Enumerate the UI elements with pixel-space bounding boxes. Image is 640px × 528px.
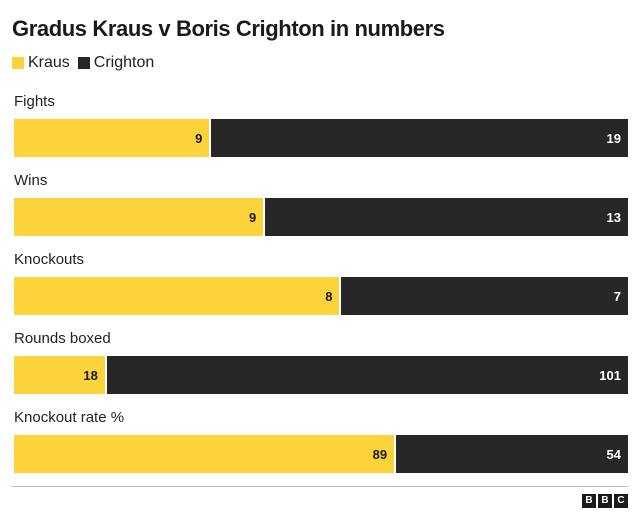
stacked-bar: 18 101: [14, 356, 628, 394]
value-label-crighton: 54: [606, 446, 621, 462]
bar-row: Fights 9 19: [14, 92, 628, 157]
bar-segment-crighton: 101: [106, 356, 628, 394]
bar-segment-kraus: 9: [14, 198, 266, 236]
bbc-logo-box: B: [598, 494, 612, 508]
value-label-kraus: 9: [248, 209, 257, 225]
value-label-kraus: 8: [325, 288, 333, 304]
value-label-crighton: 101: [599, 367, 621, 383]
bar-segment-crighton: 54: [396, 435, 628, 473]
bar-row: Wins 9 13: [14, 171, 628, 236]
bar-segment-crighton: 19: [211, 119, 628, 157]
chart-title: Gradus Kraus v Boris Crighton in numbers: [12, 16, 445, 41]
value-label-kraus: 18: [83, 367, 98, 383]
category-label: Rounds boxed: [14, 330, 111, 347]
bar-segment-kraus: 9: [14, 119, 212, 157]
legend-swatch-kraus: [12, 57, 24, 69]
bbc-logo-box: C: [614, 494, 628, 508]
bar-row: Knockout rate % 89 54: [14, 408, 628, 473]
bar-segment-crighton: 13: [265, 198, 628, 236]
stacked-bar: 9 13: [14, 198, 628, 236]
value-label-crighton: 19: [606, 130, 621, 146]
stacked-bar: 9 19: [14, 119, 628, 157]
stacked-bar: 89 54: [14, 435, 628, 473]
legend-label-kraus: Kraus: [28, 54, 70, 71]
bar-row: Knockouts 8 7: [14, 250, 628, 315]
bbc-logo: B B C: [580, 494, 628, 508]
bar-row: Rounds boxed 18 101: [14, 329, 628, 394]
bar-segment-kraus: 89: [14, 435, 397, 473]
value-label-kraus: 9: [195, 130, 203, 146]
bbc-logo-box: B: [582, 494, 596, 508]
category-label: Knockouts: [14, 251, 85, 268]
value-label-crighton: 7: [613, 288, 621, 304]
category-label: Wins: [14, 172, 48, 189]
legend-swatch-crighton: [77, 57, 90, 69]
legend-label-crighton: Crighton: [93, 54, 155, 71]
bar-segment-kraus: 18: [14, 356, 107, 394]
value-label-kraus: 89: [372, 446, 388, 462]
category-label: Fights: [14, 93, 55, 110]
legend: Kraus Crighton: [12, 54, 162, 72]
value-label-crighton: 13: [606, 209, 621, 225]
bar-segment-crighton: 7: [341, 277, 628, 315]
legend-item-crighton: Crighton: [77, 54, 155, 72]
legend-item-kraus: Kraus: [12, 54, 70, 72]
footer-divider: [12, 486, 628, 487]
bar-segment-kraus: 8: [14, 277, 342, 315]
category-label: Knockout rate %: [14, 409, 125, 426]
